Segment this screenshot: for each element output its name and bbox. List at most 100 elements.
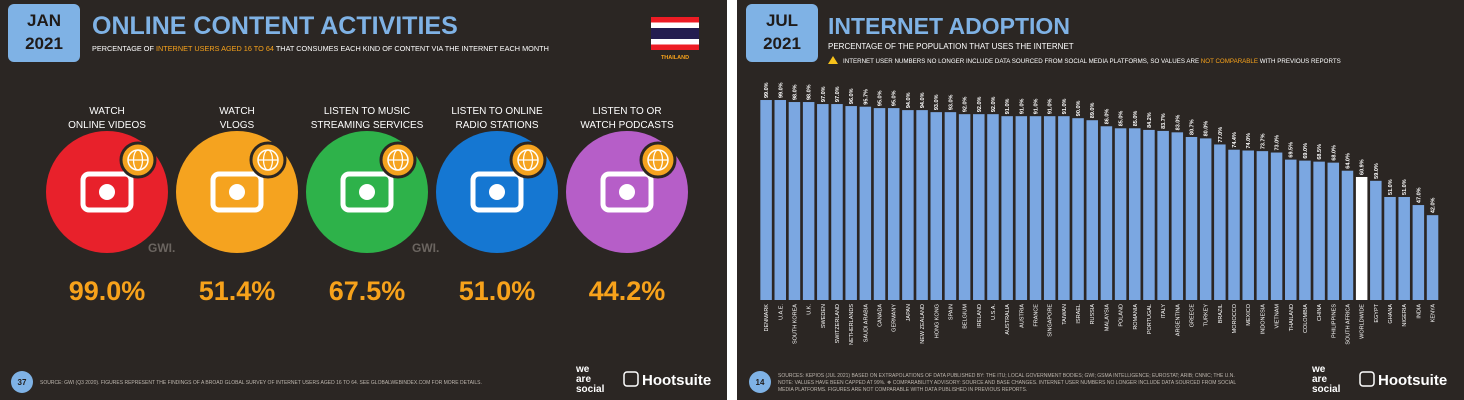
item-value: 99.0%	[69, 276, 146, 306]
value-label: 93.0%	[948, 94, 954, 110]
page-number: 14	[756, 378, 765, 387]
value-label: 85.0%	[1133, 111, 1139, 127]
value-label: 47.0%	[1416, 187, 1422, 203]
page-badge	[749, 371, 771, 393]
bar	[973, 114, 985, 300]
chart-subtitle: PERCENTAGE OF THE POPULATION THAT USES T…	[828, 42, 1074, 51]
x-tick-label: INDONESIA	[1260, 304, 1266, 335]
value-label: 97.0%	[821, 86, 827, 102]
value-label: 83.7%	[1161, 113, 1167, 129]
value-label: 89.0%	[1090, 103, 1096, 119]
x-tick-label: HONG KONG	[934, 304, 940, 338]
x-tick-label: FRANCE	[1034, 304, 1040, 327]
x-tick-label: VIETNAM	[1275, 304, 1281, 329]
item-label: RADIO STATIONS	[456, 120, 539, 131]
hootsuite-icon	[623, 371, 639, 387]
logo-are: are	[576, 374, 591, 385]
x-tick-label: CANADA	[878, 304, 884, 327]
value-label: 86.0%	[1104, 109, 1110, 125]
x-tick-label: SWITZERLAND	[835, 304, 841, 343]
subtitle-highlight: INTERNET USERS AGED 16 TO 64	[156, 44, 274, 53]
x-tick-label: U.A.E.	[778, 304, 784, 320]
bar	[1313, 161, 1325, 300]
x-tick-label: INDIA	[1416, 304, 1422, 319]
item-icon	[470, 171, 524, 213]
value-label: 97.0%	[835, 86, 841, 102]
x-tick-label: THAILAND	[1289, 304, 1295, 331]
x-tick-label: AUSTRIA	[1019, 304, 1025, 328]
x-tick-label: POLAND	[1119, 304, 1125, 327]
x-tick-label: IRELAND	[977, 304, 983, 328]
flag	[651, 17, 699, 50]
item-label: LISTEN TO OR	[592, 106, 661, 117]
bar	[944, 112, 957, 300]
x-tick-label: GHANA	[1388, 304, 1394, 324]
value-label: 90.0%	[1076, 100, 1082, 116]
advisory: INTERNET USER NUMBERS NO LONGER INCLUDE …	[843, 58, 1341, 65]
bar	[1327, 162, 1340, 300]
x-tick-label: PHILIPPINES	[1331, 304, 1337, 338]
logo-are: are	[1312, 374, 1327, 385]
bar	[1185, 136, 1198, 300]
item-icon-dot	[229, 184, 245, 200]
value-label: 68.5%	[1317, 144, 1323, 160]
watermark: GWI.	[148, 241, 175, 255]
value-label: 91.0%	[1005, 98, 1011, 114]
item-icon	[210, 171, 264, 213]
value-label: 74.0%	[1246, 133, 1252, 149]
value-label: 95.7%	[863, 89, 869, 105]
bar	[1029, 116, 1042, 301]
subtitle-part: THAT CONSUMES EACH KIND OF CONTENT VIA T…	[274, 44, 549, 53]
bar	[1398, 196, 1410, 300]
bar	[873, 108, 886, 300]
value-label: 80.0%	[1204, 121, 1210, 137]
bar	[1270, 152, 1283, 300]
value-label: 98.0%	[792, 84, 798, 100]
item-label: STREAMING SERVICES	[311, 120, 424, 131]
x-tick-label: U.S.A.	[991, 304, 997, 320]
x-tick-label: DENMARK	[764, 304, 770, 332]
x-tick-label: SAUDI ARABIA	[863, 304, 869, 343]
bar	[1214, 144, 1226, 300]
value-label: 64.0%	[1345, 153, 1351, 169]
value-label: 91.0%	[1019, 98, 1025, 114]
item-icon-dot	[99, 184, 115, 200]
bar	[1299, 160, 1311, 300]
source-line: SOURCES: KEPIOS (JUL 2021) BASED ON EXTR…	[778, 373, 1235, 379]
country-label: THAILAND	[661, 55, 689, 61]
value-label: 96.0%	[849, 88, 855, 104]
value-label: 85.0%	[1119, 111, 1125, 127]
logo-we: we	[1311, 364, 1326, 375]
logo-we: we	[575, 364, 590, 375]
x-tick-label: CHINA	[1317, 304, 1323, 321]
bar	[930, 112, 942, 300]
logo-hootsuite: Hootsuite	[1378, 372, 1447, 389]
bar	[1242, 150, 1254, 300]
bar	[1370, 180, 1382, 300]
value-label: 69.5%	[1289, 142, 1295, 158]
value-label: 77.0%	[1218, 127, 1224, 143]
value-label: 59.0%	[1374, 163, 1380, 179]
item-value: 51.4%	[199, 276, 276, 306]
x-tick-label: WORLDWIDE	[1360, 304, 1366, 339]
value-label: 95.0%	[892, 90, 898, 106]
bar	[845, 106, 857, 300]
bar	[1341, 170, 1354, 300]
x-tick-label: ITALY	[1161, 304, 1167, 319]
item-label: LISTEN TO ONLINE	[451, 106, 543, 117]
item-icon	[340, 171, 394, 213]
x-tick-label: U.K.	[807, 304, 813, 315]
bar	[1100, 126, 1113, 300]
value-label: 74.4%	[1232, 132, 1238, 148]
hootsuite-icon	[1359, 371, 1375, 387]
x-tick-label: SOUTH AFRICA	[1345, 304, 1351, 345]
logo-social: social	[576, 384, 605, 395]
date-badge	[746, 4, 818, 62]
value-label: 80.7%	[1189, 119, 1195, 135]
x-tick-label: MALAYSIA	[1104, 304, 1110, 331]
value-label: 99.0%	[764, 82, 770, 98]
source-line: NOTE: VALUES HAVE BEEN CAPPED AT 99%. ❖ …	[778, 380, 1236, 386]
x-tick-label: COLOMBIA	[1303, 304, 1309, 333]
x-tick-label: TAIWAN	[1062, 304, 1068, 325]
value-label: 51.0%	[1388, 179, 1394, 195]
